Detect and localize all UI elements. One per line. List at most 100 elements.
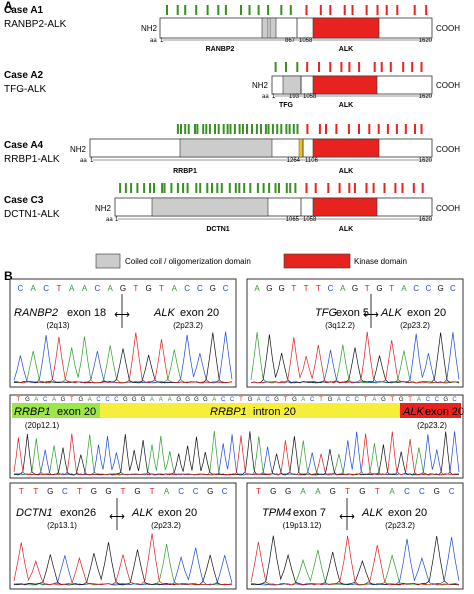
base-call: T — [133, 284, 138, 293]
base-call: A — [82, 284, 88, 293]
base-call: A — [301, 397, 305, 403]
base-call: G — [47, 487, 53, 496]
chromatogram-ranbp2-gene-left: RANBP2 — [14, 307, 58, 319]
chromatogram-rrbp1-seg-left-exon: exon 20 — [57, 406, 96, 418]
case-a2-green-marks — [274, 62, 299, 72]
base-call: C — [449, 487, 455, 496]
case-c3-aa-start: 1 — [115, 217, 119, 223]
domain-mark — [386, 124, 389, 134]
base-call: G — [194, 397, 199, 403]
domain-mark — [184, 124, 187, 134]
domain-mark — [377, 124, 380, 134]
domain-mark — [335, 124, 338, 134]
domain-mark — [180, 124, 182, 134]
panel-a-letter: A — [4, 0, 13, 13]
domain-mark — [314, 183, 317, 193]
base-call: C — [62, 487, 68, 496]
case-a4-aa-end: 1620 — [419, 158, 433, 164]
chromatogram-tpm4-band-right: (2p23.2) — [385, 521, 415, 530]
case-a4-red-marks — [306, 124, 423, 134]
case-c3-aa-end: 1620 — [419, 217, 433, 223]
base-call: C — [43, 284, 49, 293]
chromatogram-tpm4-gene-right: ALK — [361, 507, 383, 519]
domain-mark — [224, 5, 227, 15]
case-c3-aa-label: aa — [106, 217, 113, 223]
case-a2-aa-end: 1620 — [419, 94, 433, 100]
domain-mark — [292, 124, 295, 134]
case-a2-aa-label: aa — [262, 94, 269, 100]
base-call: T — [375, 487, 380, 496]
case-a2-title: Case A2 — [4, 70, 44, 81]
base-call: G — [120, 284, 126, 293]
domain-mark — [248, 5, 251, 15]
case-a1-green-marks — [166, 5, 292, 15]
trace-G — [250, 332, 460, 384]
domain-mark — [280, 5, 283, 15]
domain-mark — [278, 183, 280, 193]
domain-mark — [358, 124, 360, 134]
base-call: A — [88, 397, 92, 403]
chromatogram-dctn1-frame — [9, 482, 237, 590]
chromatogram-tpm4-frame — [246, 482, 464, 590]
case-a2-kinase-domain — [312, 75, 378, 95]
base-call: C — [355, 397, 360, 403]
domain-mark — [271, 124, 274, 134]
base-call: C — [265, 397, 270, 403]
base-call: T — [390, 397, 394, 403]
case-a4-nh2: NH2 — [70, 145, 87, 154]
domain-mark — [228, 183, 231, 193]
case-c3-red-marks — [305, 183, 424, 193]
domain-mark — [306, 62, 309, 72]
chromatogram-tfg-junction-arrow: ⟷ — [363, 309, 379, 321]
case-a4: Case A4 RRBP1-ALK NH2 COOH aa 1 1264 110… — [4, 124, 460, 175]
base-call: G — [207, 487, 213, 496]
case-a4-fusion: RRBP1-ALK — [4, 154, 60, 165]
base-call: A — [417, 397, 421, 403]
domain-mark — [385, 5, 388, 15]
domain-mark — [285, 124, 288, 134]
base-call: A — [150, 397, 154, 403]
base-call: C — [452, 397, 457, 403]
case-c3-nh2: NH2 — [95, 204, 112, 213]
trace-T — [250, 535, 460, 586]
chromatogram-tfg-exon-right: exon 20 — [407, 307, 446, 319]
base-call: A — [52, 397, 56, 403]
domain-mark — [306, 124, 309, 134]
base-call: C — [114, 397, 119, 403]
base-call: A — [340, 284, 346, 293]
domain-mark — [365, 5, 368, 15]
domain-mark — [402, 62, 405, 72]
domain-legend: Coiled coil / oligomerization domain Kin… — [95, 253, 407, 269]
base-call: C — [346, 397, 351, 403]
base-call: G — [203, 397, 208, 403]
chromatogram-dctn1-exon-left: exon26 — [60, 507, 96, 519]
base-call: A — [401, 284, 407, 293]
base-call: C — [328, 284, 334, 293]
base-call: G — [105, 487, 111, 496]
case-a4-intron-segment — [298, 138, 304, 158]
domain-mark — [163, 183, 166, 193]
domain-mark — [411, 62, 414, 72]
domain-mark — [238, 183, 241, 193]
case-a1-nh2: NH2 — [141, 24, 158, 33]
chromatogram-ranbp2-band-right: (2p23.2) — [173, 321, 203, 330]
domain-mark — [421, 183, 424, 193]
base-call: G — [123, 397, 128, 403]
case-a4-kinase-domain — [312, 138, 380, 158]
domain-mark — [288, 124, 291, 134]
trace-T — [13, 332, 233, 384]
domain-mark — [136, 183, 139, 193]
base-call: C — [18, 284, 24, 293]
case-a2-partner-label: TFG — [279, 102, 294, 109]
domain-mark — [372, 183, 375, 193]
case-a2: Case A2 TFG-ALK NH2 COOH aa 1 193 1058 1… — [4, 62, 460, 109]
base-call: C — [419, 487, 425, 496]
base-call: T — [159, 284, 164, 293]
panel-b-letter: B — [4, 269, 13, 283]
chromatogram-dctn1-band-left: (2p13.1) — [47, 521, 77, 530]
case-a1-aa-start: 1 — [160, 38, 164, 44]
base-call: C — [223, 284, 229, 293]
base-call: G — [381, 397, 386, 403]
base-call: G — [132, 397, 137, 403]
